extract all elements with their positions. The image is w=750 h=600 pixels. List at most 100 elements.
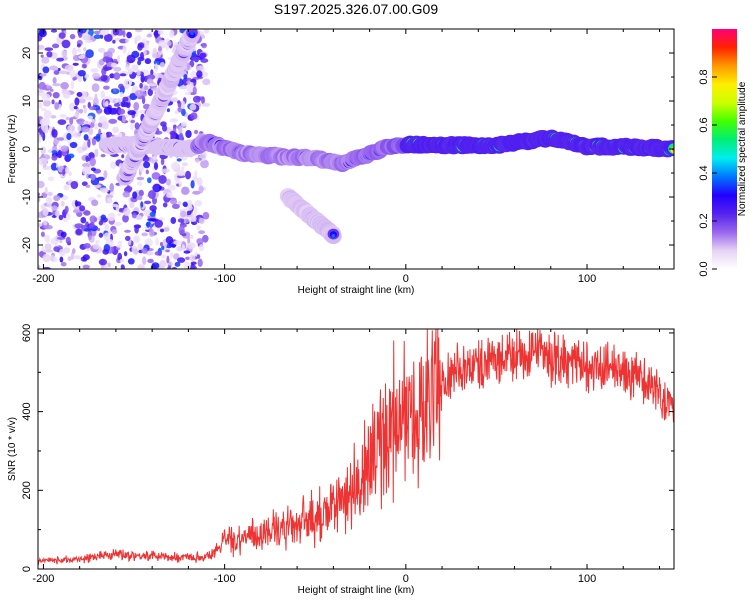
spectrogram-noise-blob — [133, 248, 139, 255]
spectrogram-noise-blob — [118, 208, 124, 212]
spectrogram-noise-blob — [135, 29, 143, 33]
spectrogram-noise-blob — [186, 62, 190, 71]
spectrogram-noise-blob — [186, 77, 192, 82]
spectrogram-noise-blob — [44, 186, 48, 195]
spectrogram-noise-blob — [62, 90, 71, 99]
spectrogram-noise-blob — [94, 148, 99, 158]
spectrogram-noise-blob — [64, 205, 69, 214]
spectrogram-noise-blob — [99, 29, 107, 36]
spectrogram-noise-blob — [106, 197, 113, 204]
spectrogram-noise-blob — [190, 180, 195, 189]
spectrogram-noise-blob — [52, 92, 60, 99]
spectrogram-noise-blob — [192, 190, 201, 195]
spectrogram-noise-blob — [112, 39, 116, 44]
spectrogram-noise-blob — [84, 39, 93, 44]
spectrogram-noise-blob — [74, 97, 80, 106]
spectrogram-noise-blob — [83, 210, 91, 216]
spectrogram-noise-blob — [166, 178, 171, 186]
spectrogram-noise-blob — [44, 225, 53, 230]
spectrogram-noise-blob — [44, 234, 50, 243]
spectrogram-noise-blob — [174, 110, 179, 114]
spectrogram-noise-blob — [101, 121, 109, 130]
spectrogram-noise-blob — [60, 145, 69, 152]
spectrogram-noise-blob — [146, 74, 156, 80]
spectrogram-x-tick-label: -200 — [32, 273, 54, 285]
snr-y-label: SNR (10 * v/v) — [7, 417, 18, 481]
spectrogram-noise-blob — [167, 184, 176, 191]
spectrogram-noise-blob — [140, 74, 145, 83]
spectrogram-noise-blob — [85, 184, 91, 188]
spectrogram-noise-blob — [178, 180, 183, 187]
spectrogram-noise-blob — [105, 131, 113, 138]
spectrogram-noise-blob — [42, 207, 49, 216]
spectrogram-noise-blob — [201, 102, 211, 107]
spectrogram-noise-blob — [122, 45, 127, 54]
spectrogram-noise-blob — [183, 218, 190, 223]
spectrogram-noise-blob — [83, 258, 87, 262]
snr-frame — [37, 328, 675, 570]
spectrogram-noise-blob — [185, 256, 191, 260]
spectrogram-noise-blob — [125, 186, 133, 192]
colorbar-tick-label: 0.6 — [698, 117, 710, 132]
spectrogram-noise-blob — [52, 145, 58, 151]
spectrogram-noise-blob — [165, 249, 170, 253]
spectrogram-noise-blob — [38, 180, 45, 189]
spectrogram-noise-blob — [123, 251, 128, 257]
spectrogram-noise-blob — [39, 29, 47, 38]
colorbar-tick-label: 0.4 — [698, 165, 710, 180]
spectrogram-noise-blob — [85, 49, 94, 58]
snr-plot-area — [38, 329, 674, 565]
snr-panel: -200 -100 0 100 0 200 400 600 Height of straigh… — [7, 324, 675, 596]
spectrogram-noise-blob — [199, 52, 207, 58]
spectrogram-noise-blob — [117, 252, 123, 261]
spectrogram-noise-blob — [170, 162, 179, 170]
spectrogram-noise-blob — [196, 254, 201, 259]
spectrogram-noise-blob — [184, 92, 191, 96]
spectrogram-noise-blob — [141, 232, 148, 237]
spectrogram-noise-blob — [103, 170, 108, 179]
spectrogram-noise-blob — [119, 73, 127, 77]
spectrogram-noise-blob — [91, 137, 97, 146]
spectrogram-noise-blob — [147, 177, 152, 184]
spectrogram-noise-blob — [142, 256, 147, 265]
spectrogram-noise-blob — [110, 161, 117, 169]
spectrogram-noise-blob — [44, 243, 52, 251]
spectrogram-noise-blob — [77, 98, 86, 104]
spectrogram-noise-blob — [70, 181, 79, 189]
spectrogram-noise-blob — [146, 221, 151, 228]
spectrogram-noise-blob — [126, 31, 132, 39]
spectrogram-noise-blob — [165, 45, 169, 51]
spectrogram-noise-blob — [104, 66, 113, 71]
spectrogram-noise-blob — [49, 88, 54, 92]
spectrogram-noise-blob — [144, 200, 152, 205]
spectrogram-noise-blob — [139, 82, 143, 89]
spectrogram-noise-blob — [152, 155, 158, 160]
snr-x-tick-label: 0 — [403, 573, 409, 585]
spectrogram-noise-blob — [127, 68, 133, 75]
spectrogram-noise-blob — [60, 231, 67, 238]
spectrogram-noise-blob — [121, 114, 126, 123]
snr-y-tick-label: 0 — [21, 566, 33, 572]
spectrogram-noise-blob — [65, 166, 70, 174]
spectrogram-noise-blob — [198, 230, 206, 235]
spectrogram-noise-blob — [193, 206, 198, 216]
spectrogram-noise-blob — [67, 256, 72, 261]
spectrogram-noise-blob — [170, 252, 174, 259]
spectrogram-noise-blob — [130, 122, 134, 131]
spectrogram-noise-blob — [178, 225, 185, 235]
spectrogram-noise-blob — [114, 37, 121, 42]
spectrogram-noise-blob — [154, 251, 162, 256]
spectrogram-noise-blob — [136, 181, 143, 186]
spectrogram-noise-blob — [137, 44, 143, 51]
spectrogram-noise-blob — [90, 167, 97, 172]
spectrogram-noise-blob — [78, 109, 84, 114]
spectrogram-noise-blob — [170, 217, 177, 224]
spectrogram-noise-blob — [142, 38, 147, 44]
spectrogram-noise-blob — [82, 162, 91, 168]
snr-series-line — [38, 329, 674, 565]
spectrogram-noise-blob — [196, 225, 201, 231]
spectrogram-noise-blob — [134, 122, 140, 130]
spectrogram-noise-blob — [112, 29, 119, 36]
spectrogram-noise-blob — [192, 95, 201, 103]
